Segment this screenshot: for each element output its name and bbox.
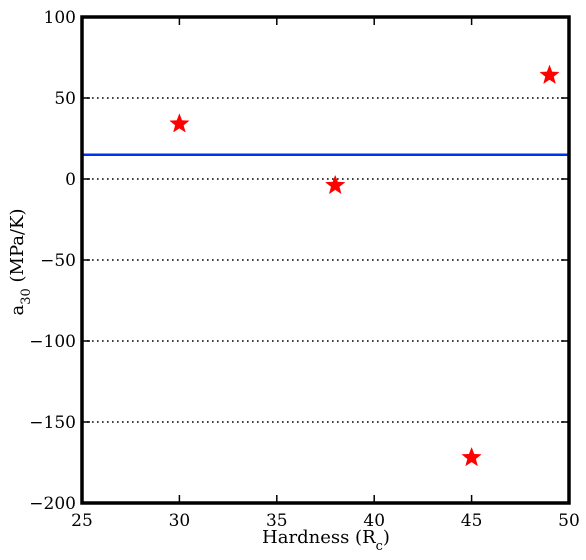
star-marker — [325, 174, 346, 195]
y-tick-label: −200 — [29, 494, 76, 514]
grid-lines — [82, 97, 569, 423]
x-tick-label: 45 — [461, 511, 483, 531]
x-tick-label: 30 — [169, 511, 191, 531]
y-tick-labels: −200 −150 −100 −50 0 50 100 — [29, 8, 76, 514]
y-tick-label: −150 — [29, 413, 76, 433]
star-marker — [461, 446, 482, 467]
x-tick-label: 35 — [266, 511, 288, 531]
y-tick-label: −50 — [40, 251, 76, 271]
x-tick-label: 50 — [558, 511, 580, 531]
axis-ticks — [81, 16, 570, 504]
star-marker — [539, 64, 560, 84]
x-axis-title: Hardness (Rc) — [262, 527, 390, 554]
y-tick-label: 100 — [44, 8, 76, 28]
y-tick-label: 0 — [65, 170, 76, 190]
y-axis-title: a30 (MPa/K) — [7, 208, 34, 315]
y-tick-label: 50 — [54, 89, 76, 109]
data-points — [169, 64, 560, 467]
plot-frame — [80, 15, 571, 505]
star-marker — [169, 113, 190, 133]
x-tick-label: 40 — [363, 511, 385, 531]
x-tick-label: 25 — [71, 511, 93, 531]
x-tick-labels: 25 30 35 40 45 50 — [71, 511, 580, 531]
y-tick-label: −100 — [29, 332, 76, 352]
